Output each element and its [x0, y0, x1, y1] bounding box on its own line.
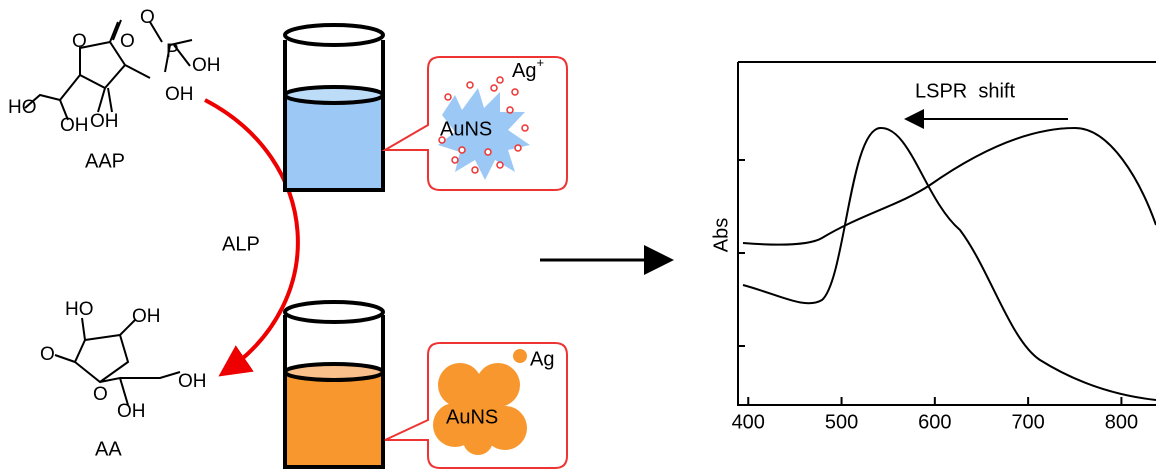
- atom: O: [140, 7, 155, 28]
- atom: OH: [165, 84, 194, 105]
- atom: O: [93, 384, 108, 405]
- y-axis-ticks: [738, 160, 745, 346]
- x-tick-label: 800: [1105, 411, 1138, 433]
- atom: OH: [60, 115, 89, 136]
- atom: P: [166, 41, 179, 62]
- particle-label: AuNS: [440, 118, 492, 140]
- atom: HO: [8, 97, 37, 118]
- atom: OH: [192, 55, 221, 76]
- atom: OH: [132, 306, 161, 327]
- atom: O: [120, 31, 135, 52]
- atom: OH: [178, 371, 207, 392]
- compound-label: AA: [95, 438, 122, 460]
- enzyme-label: ALP: [222, 233, 260, 255]
- spectrum-plot: LSPR shift Abs 400 500 600 700 800: [710, 62, 1156, 433]
- spectrum-curve-original: [743, 128, 1156, 245]
- atom: HO: [65, 299, 94, 320]
- figure: O O P OH OH HO O OH OH AAP HO OH O O OH …: [0, 0, 1156, 473]
- aa-structure: [55, 318, 180, 405]
- atom: OH: [90, 111, 119, 132]
- plot-frame: [738, 62, 1156, 405]
- ion: Ag: [512, 60, 536, 82]
- beaker-top: [285, 25, 383, 190]
- atom: OH: [117, 401, 146, 422]
- annotation: LSPR shift: [915, 80, 1015, 102]
- spectrum-curve-shifted: [743, 128, 1156, 400]
- y-axis-label: Abs: [710, 218, 732, 252]
- charge: +: [536, 55, 544, 70]
- x-tick-label: 400: [732, 411, 765, 433]
- x-tick-label: 500: [825, 411, 858, 433]
- beaker-bottom: [285, 302, 383, 467]
- atom: O: [72, 31, 87, 52]
- particle-label: AuNS: [446, 406, 498, 428]
- x-tick-label: 700: [1011, 411, 1044, 433]
- ion-label: Ag: [530, 348, 554, 370]
- x-tick-label: 600: [918, 411, 951, 433]
- atom: O: [40, 344, 55, 365]
- compound-label: AAP: [85, 150, 125, 172]
